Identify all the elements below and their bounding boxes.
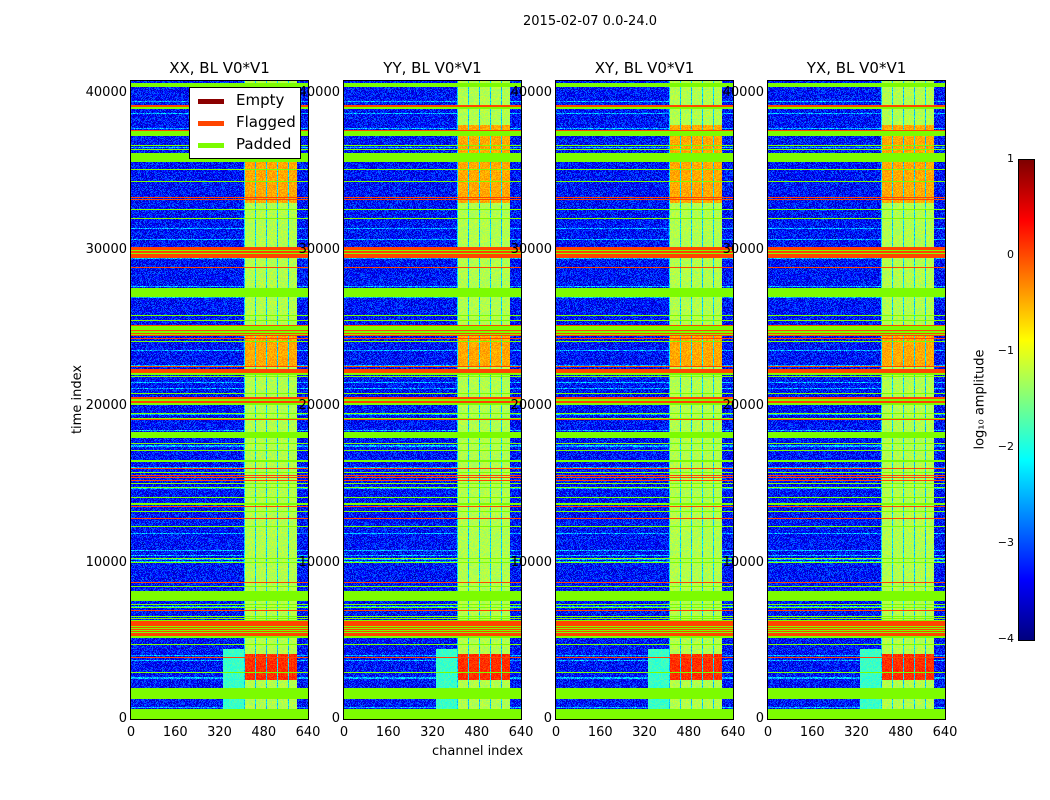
legend-label: Flagged (236, 113, 296, 131)
y-tick-label: 10000 (85, 554, 127, 570)
legend-label: Padded (236, 135, 292, 153)
x-tick-label: 320 (420, 725, 445, 740)
legend-label: Empty (236, 91, 285, 109)
panel-frame (343, 80, 522, 720)
y-tick-label: 40000 (510, 85, 552, 101)
x-tick-label: 160 (799, 725, 825, 740)
y-tick-label: 40000 (298, 85, 340, 101)
x-tick-label: 640 (932, 725, 958, 740)
colorbar-tick-label: −4 (997, 632, 1014, 645)
x-tick-label: 640 (295, 725, 321, 740)
x-tick-label: 160 (375, 725, 401, 740)
x-tick-label: 480 (888, 725, 914, 740)
y-tick-label: 40000 (722, 85, 764, 101)
colorbar-frame (1018, 159, 1035, 641)
x-tick-label: 640 (508, 725, 534, 740)
y-axis-label: time index (70, 364, 86, 435)
panel-title: XY, BL V0*V1 (594, 59, 695, 77)
colorbar-label: log₁₀ amplitude (972, 349, 988, 450)
y-tick-label: 30000 (510, 241, 552, 257)
panel-frame (555, 80, 734, 720)
heatmap-yx (768, 81, 945, 719)
x-tick-label: 320 (844, 725, 869, 740)
y-tick-label: 0 (755, 711, 764, 726)
colorbar-tick-label: −3 (997, 536, 1014, 549)
x-tick-label: 160 (587, 725, 613, 740)
legend: Empty Flagged Padded (189, 87, 301, 159)
legend-swatch (198, 121, 224, 126)
heatmap-yy (344, 81, 521, 719)
colorbar-tick-label: 1 (1007, 152, 1014, 165)
x-tick-label: 0 (763, 725, 773, 740)
heatmap-xx (131, 81, 308, 719)
legend-swatch (198, 99, 224, 104)
x-tick-label: 0 (339, 725, 349, 740)
y-tick-label: 20000 (85, 398, 127, 414)
x-axis-label: channel index (432, 744, 524, 759)
colorbar-tick-label: 0 (1007, 248, 1014, 261)
x-tick-label: 480 (251, 725, 277, 740)
panel-frame (767, 80, 946, 720)
panel-frame (130, 80, 309, 720)
y-tick-label: 10000 (298, 554, 340, 570)
y-tick-label: 10000 (722, 554, 764, 570)
y-tick-label: 40000 (85, 85, 127, 101)
y-tick-label: 0 (118, 711, 127, 726)
y-tick-label: 0 (543, 711, 552, 726)
y-tick-label: 20000 (298, 398, 340, 414)
panel-title: YY, BL V0*V1 (383, 59, 482, 77)
colorbar (1019, 160, 1034, 640)
y-tick-label: 30000 (85, 241, 127, 257)
x-tick-label: 640 (720, 725, 746, 740)
y-tick-label: 20000 (510, 398, 552, 414)
panel-title: YX, BL V0*V1 (806, 59, 907, 77)
y-tick-label: 30000 (298, 241, 340, 257)
y-tick-label: 30000 (722, 241, 764, 257)
y-tick-label: 20000 (722, 398, 764, 414)
x-tick-label: 480 (676, 725, 702, 740)
x-tick-label: 320 (632, 725, 657, 740)
x-tick-label: 0 (551, 725, 561, 740)
heatmap-xy (556, 81, 733, 719)
figure-title: 2015-02-07 0.0-24.0 (523, 14, 657, 29)
colorbar-tick-label: −1 (997, 344, 1014, 357)
y-tick-label: 0 (331, 711, 340, 726)
x-tick-label: 0 (126, 725, 136, 740)
colorbar-tick-label: −2 (997, 440, 1014, 453)
y-tick-label: 10000 (510, 554, 552, 570)
legend-swatch (198, 143, 224, 148)
panel-title: XX, BL V0*V1 (169, 59, 270, 77)
x-tick-label: 480 (464, 725, 490, 740)
x-tick-label: 160 (162, 725, 188, 740)
x-tick-label: 320 (207, 725, 232, 740)
